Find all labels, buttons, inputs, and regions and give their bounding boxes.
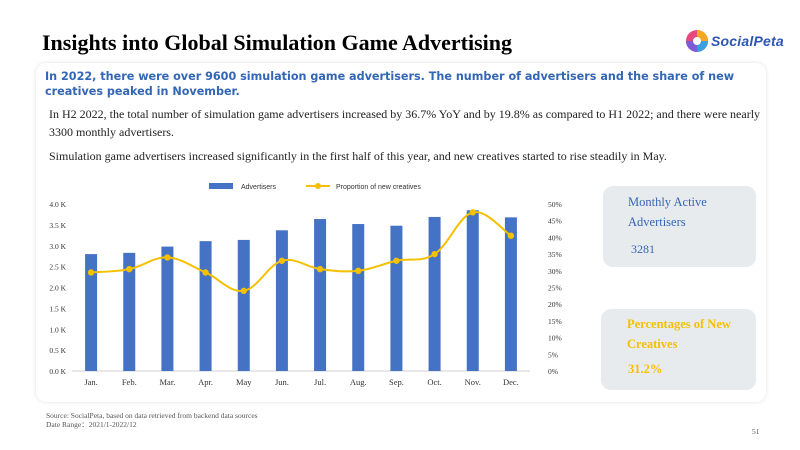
page-number: 51 bbox=[752, 427, 760, 436]
source-line: Source: SocialPeta, based on data retrie… bbox=[46, 411, 258, 420]
right-axis-tick-label: 25% bbox=[548, 284, 562, 293]
bar-advertisers bbox=[123, 252, 136, 371]
left-axis-tick-label: 1.5 K bbox=[49, 304, 66, 313]
left-axis-tick-label: 0.5 K bbox=[49, 346, 66, 355]
bar-advertisers bbox=[390, 225, 403, 371]
legend-swatch-advertisers bbox=[209, 183, 233, 189]
right-axis-tick-label: 20% bbox=[548, 300, 562, 309]
point-new-creatives bbox=[202, 269, 209, 276]
right-axis-tick-label: 50% bbox=[548, 200, 562, 209]
point-new-creatives bbox=[278, 257, 286, 264]
new-creatives-card: Percentages of New Creatives 31.2% bbox=[601, 309, 756, 390]
x-axis-tick-label: Apr. bbox=[198, 377, 213, 387]
right-axis-tick-label: 10% bbox=[548, 334, 562, 343]
point-new-creatives bbox=[431, 250, 438, 258]
left-axis-tick-label: 4.0 K bbox=[49, 200, 66, 209]
bar-advertisers bbox=[504, 217, 517, 371]
right-axis-tick-label: 35% bbox=[548, 250, 562, 259]
left-axis-tick-label: 2.5 K bbox=[49, 263, 66, 272]
bar-advertisers bbox=[352, 224, 365, 371]
point-new-creatives bbox=[87, 269, 95, 276]
right-axis-tick-label: 5% bbox=[548, 350, 558, 359]
x-axis-tick-label: Oct. bbox=[427, 377, 441, 387]
left-axis-tick-label: 1.0 K bbox=[49, 325, 66, 334]
x-axis-tick-label: Nov. bbox=[465, 377, 481, 387]
bar-advertisers bbox=[314, 219, 327, 371]
line-new-creatives bbox=[90, 211, 512, 292]
monthly-advertisers-value: 3281 bbox=[631, 242, 655, 256]
point-new-creatives bbox=[240, 287, 247, 295]
bar-advertisers bbox=[237, 239, 250, 371]
new-creatives-label: Percentages of New Creatives bbox=[627, 317, 731, 351]
x-axis-tick-label: Aug. bbox=[350, 377, 367, 387]
point-new-creatives bbox=[126, 265, 133, 273]
source-note: Source: SocialPeta, based on data retrie… bbox=[46, 411, 258, 429]
point-new-creatives bbox=[393, 257, 400, 264]
right-axis-tick-label: 15% bbox=[548, 317, 562, 326]
advertisers-combo-chart: 0.0 K 0.5 K 1.0 K 1.5 K 2.0 K 2.5 K 3.0 K 3.5 K… bbox=[49, 183, 562, 387]
right-axis-tick-label: 30% bbox=[548, 267, 562, 276]
monthly-advertisers-label: Monthly Active Advertisers bbox=[628, 195, 707, 229]
left-axis-tick-label: 2.0 K bbox=[49, 284, 66, 293]
new-creatives-value: 31.2% bbox=[628, 362, 663, 376]
paragraph-1: In H2 2022, the total number of simulati… bbox=[49, 107, 761, 139]
x-axis-tick-label: Jul. bbox=[314, 377, 326, 387]
x-axis-tick-label: Jun. bbox=[275, 377, 289, 387]
x-axis-tick-label: Mar. bbox=[160, 377, 176, 387]
right-axis-tick-label: 45% bbox=[548, 217, 562, 226]
left-axis-tick-label: 3.0 K bbox=[49, 242, 66, 251]
page-title: Insights into Global Simulation Game Adv… bbox=[42, 30, 513, 55]
left-axis-tick-label: 3.5 K bbox=[49, 221, 66, 230]
headline: In 2022, there were over 9600 simulation… bbox=[45, 70, 735, 98]
right-axis-tick-label: 40% bbox=[548, 233, 562, 242]
x-axis-tick-label: May bbox=[236, 377, 252, 387]
point-new-creatives bbox=[316, 265, 324, 273]
bar-advertisers bbox=[85, 254, 98, 371]
x-axis-tick-label: Jan. bbox=[84, 377, 97, 387]
logo-text: SocialPeta bbox=[711, 33, 784, 49]
legend-swatch-point bbox=[315, 183, 321, 189]
paragraph-2: Simulation game advertisers increased si… bbox=[49, 149, 667, 163]
bar-advertisers bbox=[199, 241, 212, 371]
point-new-creatives bbox=[355, 267, 362, 274]
legend-label-advertisers: Advertisers bbox=[241, 184, 277, 191]
bar-advertisers bbox=[275, 230, 288, 371]
bar-advertisers bbox=[428, 216, 441, 371]
legend-label-new-creatives: Proportion of new creatives bbox=[336, 184, 421, 191]
bar-advertisers bbox=[161, 246, 174, 371]
right-axis-tick-label: 0% bbox=[548, 367, 558, 376]
point-new-creatives bbox=[164, 254, 171, 261]
socialpeta-logo bbox=[686, 30, 708, 52]
x-axis-tick-label: Feb. bbox=[122, 377, 137, 387]
x-axis-tick-label: Sep. bbox=[389, 377, 404, 387]
x-axis-tick-label: Dec. bbox=[503, 377, 519, 387]
point-new-creatives bbox=[469, 209, 476, 216]
left-axis-tick-label: 0.0 K bbox=[49, 367, 66, 376]
bar-advertisers bbox=[466, 210, 479, 371]
point-new-creatives bbox=[507, 232, 515, 239]
monthly-advertisers-card: Monthly Active Advertisers 3281 bbox=[603, 186, 756, 267]
date-range-line: Date Range：2021/1-2022/12 bbox=[46, 420, 137, 429]
